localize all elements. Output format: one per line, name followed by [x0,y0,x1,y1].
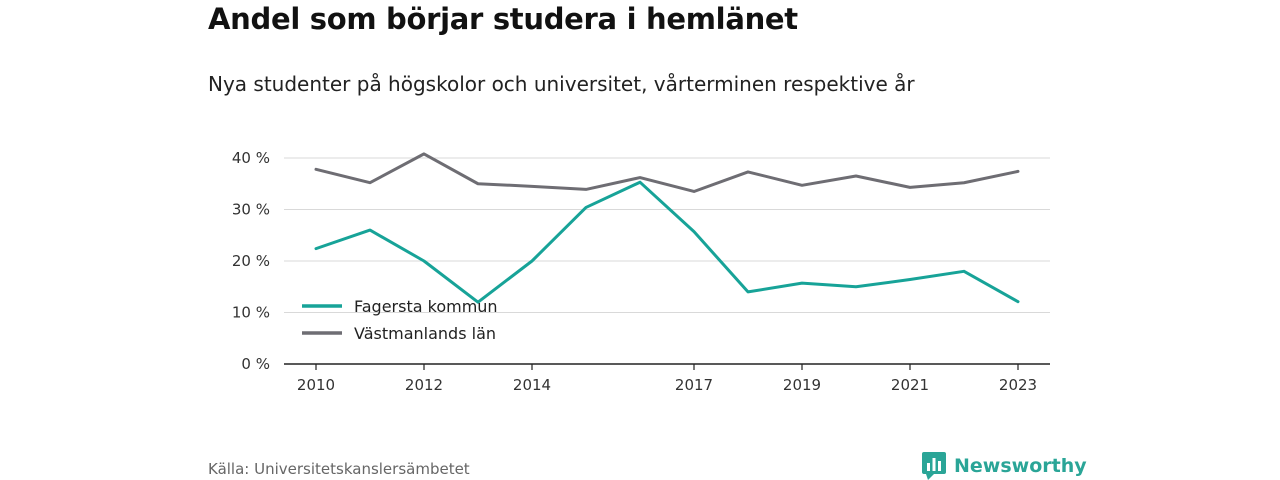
series-line [314,180,1020,304]
x-tick-label: 2012 [405,376,443,394]
grid-lines [284,157,1050,313]
x-tick-label: 2019 [783,376,821,394]
x-tick-label: 2017 [675,376,713,394]
y-axis: 0 % 10 % 20 % 30 % 40 % [232,149,270,373]
x-tick-label: 2023 [999,376,1037,394]
x-axis: 2010 2012 2014 2017 2019 2021 2023 [284,363,1050,394]
source-note: Källa: Universitetskanslersämbetet [208,460,470,478]
y-tick-label: 40 % [232,149,270,167]
series-lines [314,152,1020,304]
x-tick-label: 2021 [891,376,929,394]
x-tick-label: 2014 [513,376,551,394]
y-tick-label: 0 % [241,355,270,373]
bar-chart-speech-icon [922,452,946,480]
chart-subtitle: Nya studenter på högskolor och universit… [208,72,915,96]
series-line [314,152,1020,193]
y-tick-label: 30 % [232,201,270,219]
legend: Fagersta kommun Västmanlands län [302,297,498,343]
chart-title: Andel som börjar studera i hemlänet [208,2,798,36]
legend-label: Fagersta kommun [354,297,498,316]
y-tick-label: 10 % [232,304,270,322]
x-tick-label: 2010 [297,376,335,394]
brand-name: Newsworthy [954,455,1087,477]
brand-logo: Newsworthy [922,452,1087,480]
legend-label: Västmanlands län [354,324,496,343]
y-tick-label: 20 % [232,252,270,270]
